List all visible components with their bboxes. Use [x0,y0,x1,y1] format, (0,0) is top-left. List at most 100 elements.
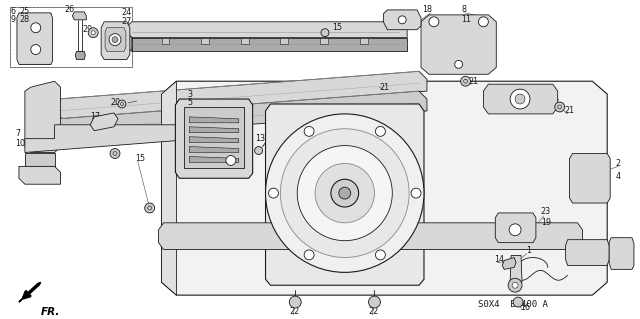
Text: 21: 21 [564,107,575,115]
Circle shape [555,102,564,112]
Circle shape [315,163,374,223]
Circle shape [512,282,518,288]
Circle shape [331,179,358,207]
Polygon shape [421,15,496,74]
Text: S0X4  B5400 A: S0X4 B5400 A [479,300,548,309]
Circle shape [429,17,439,27]
Polygon shape [90,113,118,131]
Text: 27: 27 [121,17,131,26]
Polygon shape [101,22,130,59]
Text: 20: 20 [110,98,120,107]
Circle shape [289,296,301,308]
Circle shape [461,76,470,86]
Polygon shape [266,104,424,285]
Polygon shape [483,84,557,114]
Circle shape [509,224,521,236]
Polygon shape [161,81,177,295]
Circle shape [376,126,385,136]
Polygon shape [570,153,610,203]
Circle shape [266,114,424,272]
Text: 22: 22 [369,308,379,316]
Text: 8: 8 [461,5,467,14]
Polygon shape [383,10,421,30]
Polygon shape [189,117,239,123]
Polygon shape [19,167,61,184]
Text: 1: 1 [526,246,531,255]
Polygon shape [124,30,132,51]
Circle shape [31,45,41,55]
Polygon shape [360,38,367,44]
Circle shape [321,29,329,37]
Text: 5: 5 [188,98,193,107]
Polygon shape [25,152,54,167]
Polygon shape [25,125,201,152]
Circle shape [118,100,126,108]
Text: 21: 21 [468,77,479,86]
Circle shape [513,297,523,307]
Polygon shape [54,91,427,139]
Circle shape [255,146,262,154]
Polygon shape [189,157,239,162]
Polygon shape [161,81,607,295]
Polygon shape [502,257,516,269]
Text: 16: 16 [520,302,530,312]
Polygon shape [189,127,239,133]
Text: 11: 11 [461,15,472,24]
Circle shape [31,23,41,33]
Circle shape [304,126,314,136]
Polygon shape [495,213,536,243]
Polygon shape [184,107,244,168]
Circle shape [145,203,155,213]
Polygon shape [19,282,41,302]
Circle shape [92,31,95,35]
Circle shape [110,149,120,159]
Text: 23: 23 [541,207,551,216]
Polygon shape [161,38,170,44]
Circle shape [339,187,351,199]
Circle shape [88,28,98,38]
Text: 17: 17 [90,112,100,121]
Polygon shape [189,146,239,152]
Polygon shape [105,28,126,51]
Polygon shape [72,12,86,20]
Text: FR.: FR. [41,307,60,317]
Polygon shape [124,22,407,38]
Circle shape [508,278,522,292]
Polygon shape [320,38,328,44]
Text: 13: 13 [255,134,266,143]
Circle shape [226,155,236,165]
Polygon shape [241,38,249,44]
Polygon shape [54,71,427,119]
Polygon shape [132,38,407,51]
Circle shape [398,16,406,24]
Circle shape [109,34,121,46]
Text: 15: 15 [135,154,145,163]
Circle shape [280,129,409,257]
Text: 22: 22 [289,308,300,316]
Polygon shape [159,223,582,249]
Polygon shape [566,240,609,265]
Polygon shape [17,13,52,64]
Bar [10,7,132,67]
Text: 25: 25 [19,7,29,16]
Circle shape [112,37,118,42]
Circle shape [369,296,380,308]
Polygon shape [189,137,239,143]
Text: 2: 2 [615,159,620,168]
Circle shape [515,94,525,104]
Polygon shape [280,38,288,44]
Polygon shape [175,99,253,178]
Circle shape [510,89,530,109]
Text: 26: 26 [65,5,75,14]
Polygon shape [25,81,61,152]
Polygon shape [201,38,209,44]
Text: 19: 19 [541,218,551,227]
Text: 15: 15 [332,23,342,32]
Text: 6: 6 [10,7,15,16]
Text: 4: 4 [615,172,620,181]
Polygon shape [76,51,85,59]
Text: 3: 3 [188,90,192,99]
Circle shape [411,188,421,198]
Polygon shape [510,256,522,282]
Text: 7: 7 [15,129,20,138]
